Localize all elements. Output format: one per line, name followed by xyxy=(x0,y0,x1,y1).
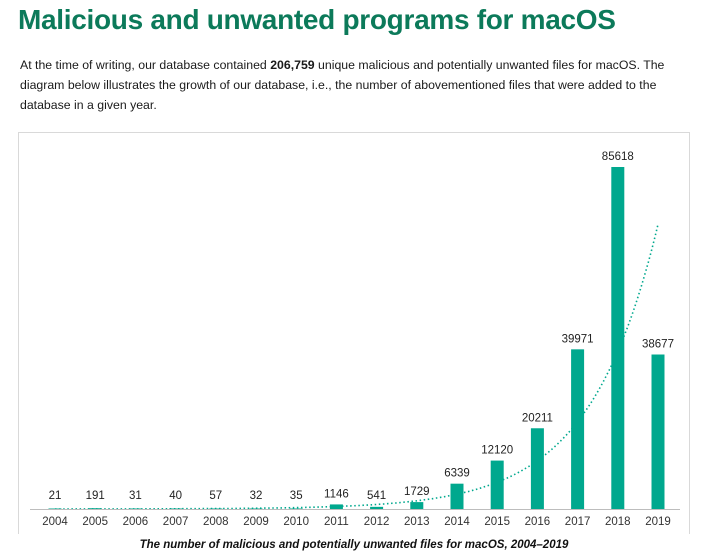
value-label-2008: 57 xyxy=(209,490,222,502)
tick-label-2010: 2010 xyxy=(283,516,309,528)
tick-label-2016: 2016 xyxy=(525,516,551,528)
tick-label-2005: 2005 xyxy=(82,516,108,528)
tick-label-2014: 2014 xyxy=(444,516,470,528)
page-title: Malicious and unwanted programs for macO… xyxy=(18,4,616,35)
chart-caption: The number of malicious and potentially … xyxy=(139,539,569,551)
value-label-2011: 1146 xyxy=(324,488,349,500)
bar-2006 xyxy=(128,508,142,509)
tick-label-2018: 2018 xyxy=(605,516,631,528)
tick-label-2015: 2015 xyxy=(484,516,510,528)
value-label-2005: 191 xyxy=(86,490,105,502)
tick-label-2008: 2008 xyxy=(203,516,229,528)
value-label-2004: 21 xyxy=(49,490,62,502)
bar-2011 xyxy=(329,504,343,509)
bar-2014 xyxy=(450,483,464,509)
bar-2005 xyxy=(88,508,102,509)
tick-label-2004: 2004 xyxy=(42,516,68,528)
bar-2016 xyxy=(530,428,544,509)
value-label-2012: 541 xyxy=(367,490,386,502)
trend-line xyxy=(55,224,659,510)
value-label-2009: 32 xyxy=(250,490,263,502)
intro-paragraph: At the time of writing, our database con… xyxy=(20,55,690,115)
intro-text-before: At the time of writing, our database con… xyxy=(20,58,271,72)
bar-2017 xyxy=(571,349,585,509)
value-label-2014: 6339 xyxy=(444,468,470,480)
tick-label-2012: 2012 xyxy=(364,516,390,528)
intro-highlight-count: 206,759 xyxy=(270,58,315,72)
bar-2015 xyxy=(490,460,504,509)
value-label-2016: 20211 xyxy=(522,412,553,424)
tick-labels-layer: 2004 2005 2006 2007 2008 2009 2010 2011 2012 2013… xyxy=(42,516,671,528)
value-label-2018: 85618 xyxy=(602,151,634,163)
bar-2012 xyxy=(370,506,384,509)
bar-2013 xyxy=(410,502,424,509)
tick-label-2009: 2009 xyxy=(243,516,269,528)
bar-2010 xyxy=(289,508,303,509)
value-label-2010: 35 xyxy=(290,490,303,502)
tick-label-2011: 2011 xyxy=(324,516,349,528)
value-label-2015: 12120 xyxy=(481,445,513,457)
tick-label-2017: 2017 xyxy=(565,516,591,528)
intro-text-after: unique malicious and potentially unwante… xyxy=(20,58,665,112)
value-label-2013: 1729 xyxy=(404,486,430,498)
value-label-2007: 40 xyxy=(169,490,182,502)
tick-label-2007: 2007 xyxy=(163,516,189,528)
value-labels-layer: 21 191 31 40 57 32 35 1146 541 1729 6339 12120 20211… xyxy=(49,151,674,502)
bar-2007 xyxy=(169,508,183,509)
value-label-2019: 38677 xyxy=(642,339,674,351)
bar-2019 xyxy=(651,354,665,509)
tick-label-2019: 2019 xyxy=(645,516,671,528)
tick-label-2013: 2013 xyxy=(404,516,430,528)
bar-2018 xyxy=(611,167,625,509)
tick-label-2006: 2006 xyxy=(123,516,149,528)
bar-chart: 21 191 31 40 57 32 35 1146 541 1729 6339 12120 20211… xyxy=(30,151,680,528)
chart-frame xyxy=(18,132,690,534)
value-label-2006: 31 xyxy=(129,490,142,502)
value-label-2017: 39971 xyxy=(562,333,594,345)
